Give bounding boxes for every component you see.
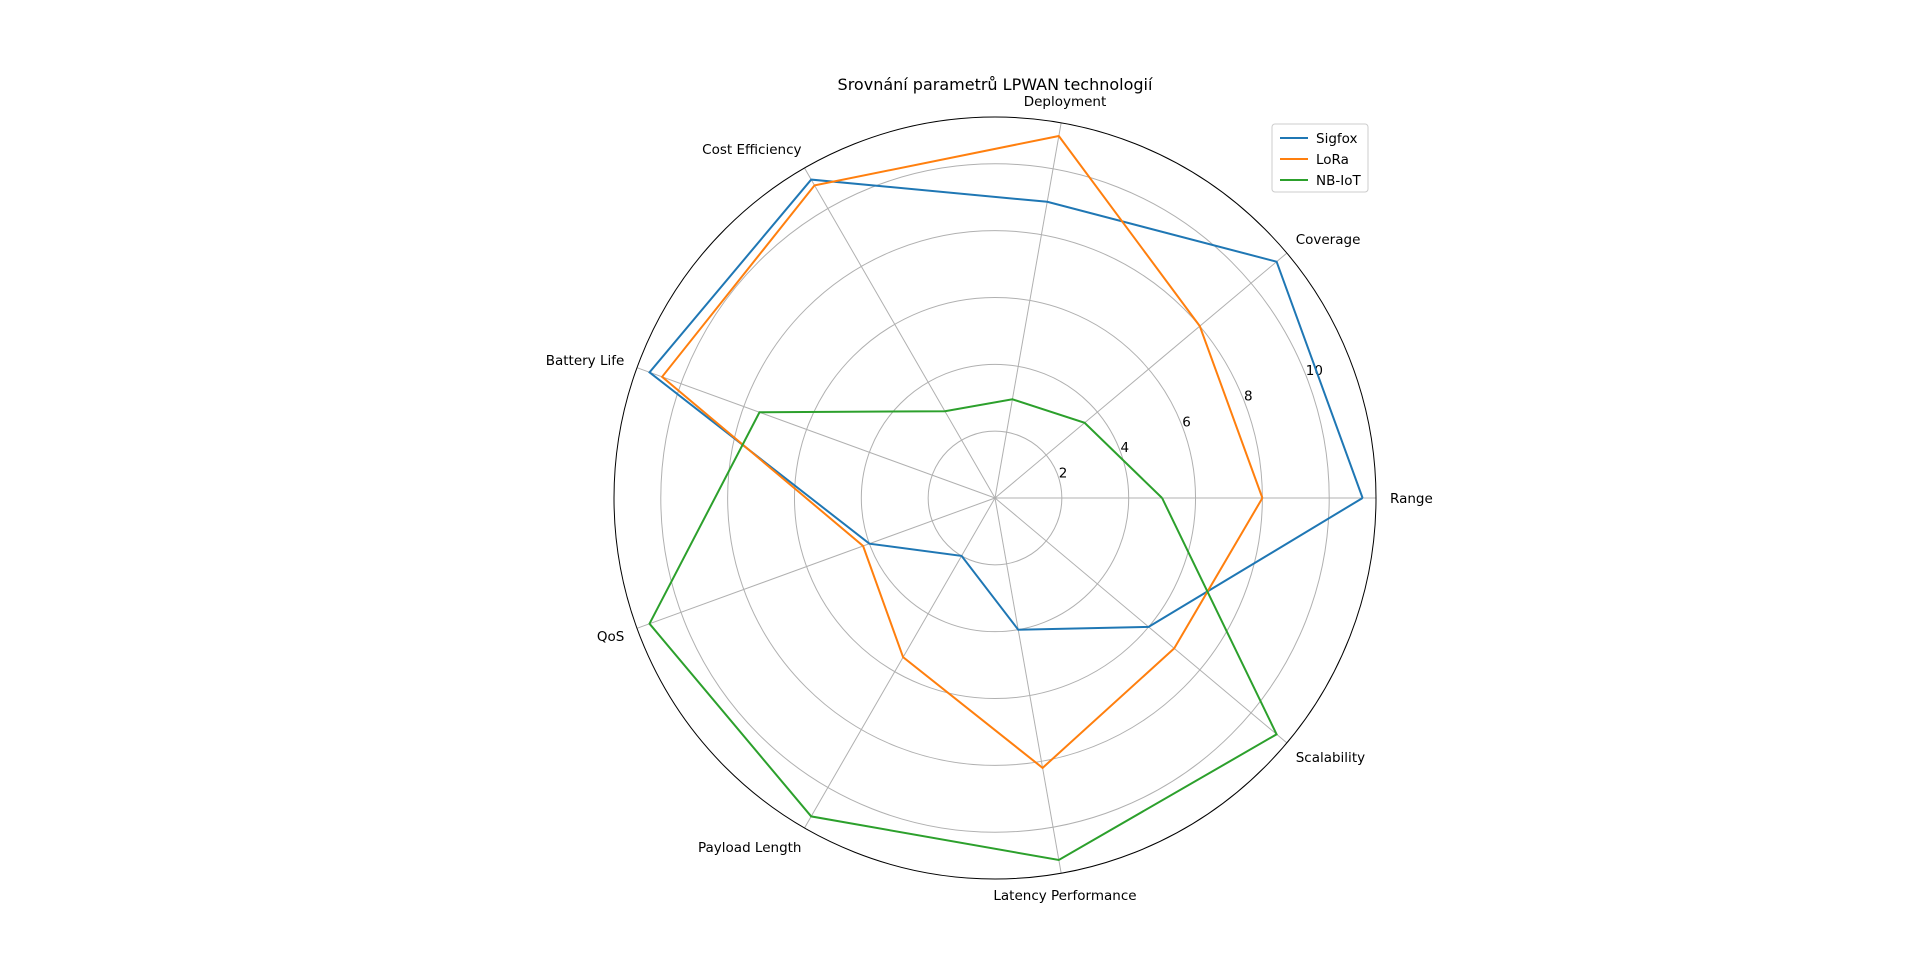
legend: Sigfox LoRa NB-IoT (1271, 123, 1369, 193)
grid-spoke (994, 252, 1288, 499)
axis-label: Battery Life (546, 353, 625, 369)
axis-label: Payload Length (698, 840, 802, 856)
grid-spoke (994, 122, 1062, 499)
axis-label: Deployment (1024, 94, 1107, 110)
axis-labels: Range Coverage Deployment Cost Efficiency Ba… (546, 94, 1433, 904)
polar-frame (613, 116, 1377, 880)
grid-spoke (994, 497, 1288, 744)
chart-title: Srovnání parametrů LPWAN technologií (838, 75, 1153, 94)
legend-box (1271, 123, 1369, 193)
grid-spoke (636, 367, 996, 499)
axis-label: Range (1390, 491, 1433, 507)
grid-spoke (804, 167, 996, 499)
axis-label: Scalability (1296, 750, 1365, 766)
grid-spoke (804, 497, 996, 829)
grid-spoke (994, 497, 1062, 874)
series-line-nb-iot (648, 398, 1278, 862)
legend-label: LoRa (1316, 152, 1349, 168)
series-lines (648, 134, 1364, 862)
radial-tick-label: 8 (1244, 389, 1253, 405)
series-line-lora (660, 134, 1264, 770)
grid-spoke (636, 497, 996, 629)
axis-label: Latency Performance (993, 888, 1136, 904)
axis-label: Cost Efficiency (702, 142, 801, 158)
radial-tick-label: 6 (1182, 414, 1191, 430)
legend-label: Sigfox (1316, 131, 1357, 147)
radial-tick-label: 2 (1059, 465, 1068, 481)
legend-label: NB-IoT (1316, 173, 1361, 189)
axis-label: QoS (597, 629, 624, 645)
axis-label: Coverage (1296, 232, 1361, 248)
radial-tick-label: 4 (1121, 440, 1130, 456)
